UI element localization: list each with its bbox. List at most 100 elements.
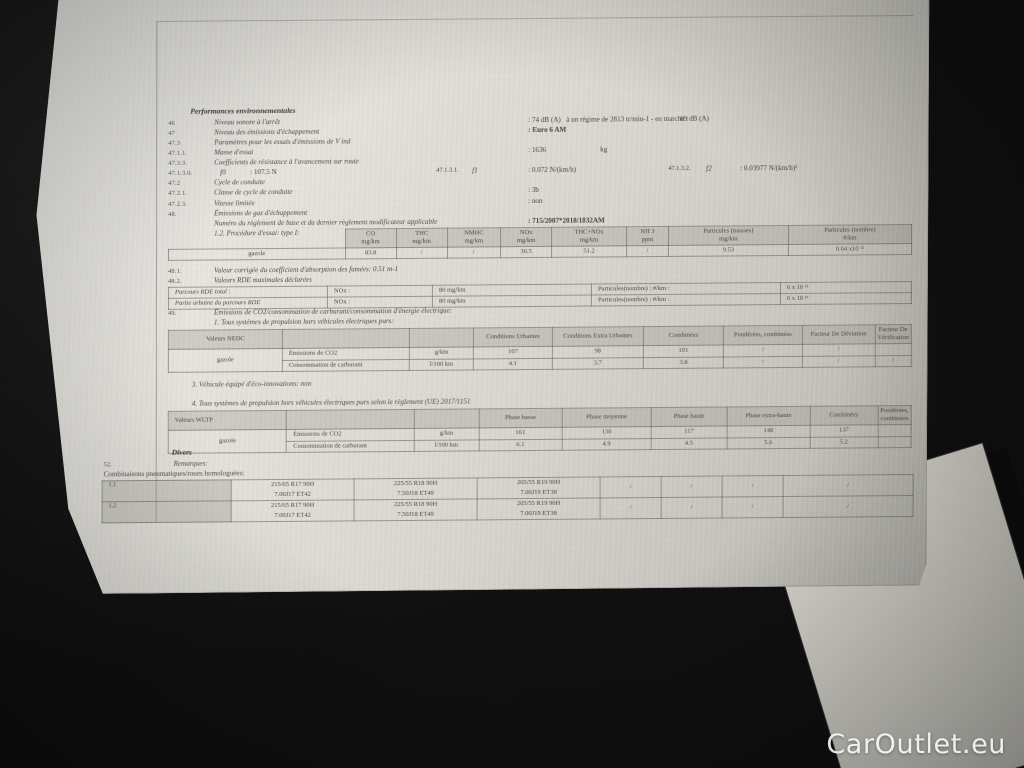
wltp-header-medium: Phase moyenne (561, 407, 652, 428)
item-number: 48. (168, 210, 177, 218)
item-unit: kg (600, 145, 608, 154)
tyre-combinations-table: 1.1 215/65 R17 90H 225/55 R18 90H 205/55… (102, 474, 914, 524)
item-number: 47 (168, 129, 176, 137)
nedc-fuel-urban: 4.1 (473, 357, 553, 370)
section-title: Performances environnementales (190, 105, 296, 116)
item-value: : 3b (528, 186, 539, 195)
item-number: 46 (168, 119, 176, 127)
col-header-thc: THC mg/km (396, 228, 448, 248)
f1-label: f1 (472, 166, 478, 175)
wltp-header-high: Phase haute (651, 407, 727, 427)
cell-nh3: / (626, 245, 669, 258)
nedc-header-blank1 (282, 328, 410, 349)
wltp-row-unit-co2: g/km (414, 428, 479, 440)
item-number: 47.3 (168, 139, 181, 147)
f2-number: 47.1.3.2. (668, 165, 691, 173)
nedc-header-deviation-factor: Facteur De Déviation (802, 324, 875, 345)
item-number: 47.2.3. (168, 200, 188, 208)
nedc-co2-deviation: / (802, 344, 875, 356)
item-number: 47.1.3.0. (168, 169, 193, 178)
item-number: 47.1.1. (168, 149, 188, 157)
nedc-fuel-deviation: / (802, 355, 875, 368)
divers-title: Divers (171, 447, 192, 457)
item-label: Valeurs RDE maximales déclarées (213, 275, 312, 285)
item-label: Masse d'essai (214, 148, 254, 157)
item-label: Niveau sonore à l'arrêt (214, 117, 280, 127)
nedc-row-label-fuel: Consommation de carburant (282, 359, 410, 372)
nedc-header-verification-factor: Facteur De Vérification (874, 324, 912, 345)
f0-value: : 107.5 N (250, 168, 277, 177)
nedc-co2-verification (874, 343, 912, 356)
item-label: Classe de cycle de conduite (214, 188, 293, 197)
item-label: 3. Véhicule équipé d'éco-innovations: no… (191, 379, 312, 389)
col-header-particules-nombre: Particules (nombre) #/km (788, 224, 912, 245)
nedc-fuel-extra-urban: 3.7 (552, 357, 644, 370)
item-label: Émissions de gaz d'échappement (214, 208, 308, 218)
item-value: : non (528, 196, 543, 205)
tyre-cell-6: / (722, 475, 784, 498)
tyre-cell-7: / (783, 474, 914, 497)
col-header-nmhc: NMHC mg/km (447, 227, 501, 248)
type1-emissions-table: CO mg/km THC mg/km NMHC mg/km NOx (168, 224, 912, 261)
item-value: : 74 dB (A) (528, 115, 561, 124)
cell-nox: 30.5 (500, 246, 552, 259)
nedc-header-weighted-combined: Pondérées, combinées (723, 325, 803, 346)
rim-cell-2: 7.50J18 ET49 (354, 509, 478, 522)
f2-value: : 0.03977 N/(km/h)² (740, 164, 798, 173)
nedc-co2-urban: 107 (473, 346, 553, 359)
cell-thc-nox: 51.2 (551, 246, 627, 258)
wltp-header-blank1 (286, 409, 415, 430)
f1-number: 47.1.3.1. (436, 166, 459, 175)
nedc-fuel-label: gazole (168, 348, 283, 373)
wltp-co2-low: 161 (478, 427, 562, 440)
cell-co: 83.8 (345, 247, 397, 260)
wltp-co2-extra-high: 148 (726, 425, 810, 438)
item-label: 4. Tous systèmes de propulsion hors véhi… (191, 397, 471, 408)
cell-thc: / (396, 247, 448, 259)
nedc-corner-label: Valeurs NEDC (168, 329, 283, 350)
wltp-header-low: Phase basse (478, 408, 562, 429)
f2-label: f2 (706, 164, 712, 173)
item-number: 49. (167, 309, 177, 317)
tyre-cell-5: / (661, 497, 723, 519)
nedc-co2-weighted: / (723, 344, 803, 357)
rde-total-nox-label: NOx : (327, 285, 433, 298)
item-label: Combinaisons pneumatiques/roues homologu… (103, 469, 245, 479)
wltp-corner-label: Valeurs WLTP (168, 410, 287, 431)
item-value: : 1636 (528, 145, 547, 155)
document-content: Performances environnementales 46 Niveau… (102, 5, 919, 531)
nedc-fuel-weighted: / (723, 355, 803, 368)
watermark: CarOutlet.eu (826, 729, 1006, 760)
col-header-nox: NOx mg/km (500, 227, 552, 248)
item-number: 48.1. (168, 267, 182, 275)
tyre-cell-6: / (722, 496, 784, 519)
nedc-co2-extra-urban: 98 (552, 346, 644, 358)
wltp-co2-medium: 130 (561, 426, 652, 439)
nedc-row-unit-fuel: l/100 km (409, 358, 474, 371)
item-label: Cycle de conduite (214, 178, 265, 187)
col-header-particules-masses: Particules (masses) mg/km (668, 225, 789, 246)
tyre-row-id: 1.2 (102, 501, 232, 524)
nedc-co2-combined: 101 (643, 345, 724, 358)
col-header-thc-nox: THC+NOx mg/km (551, 226, 627, 247)
nedc-header-urban: Conditions Urbaines (473, 327, 553, 348)
item-value-driveby: 69 dB (A) (680, 114, 710, 123)
item-value: : Euro 6 AM (528, 125, 567, 134)
nedc-fuel-combined: 3.8 (643, 356, 724, 369)
rim-cell-1: 7.00J17 ET42 (231, 510, 355, 523)
item-value: : 715/2007*2018/1832AM (528, 216, 605, 225)
cell-nmhc: / (447, 247, 501, 259)
col-header-co: CO mg/km (345, 228, 397, 249)
tyre-cell-7: / (783, 495, 914, 518)
nedc-row-unit-co2: g/km (409, 347, 474, 360)
rim-cell-3: 7.00J19 ET38 (477, 508, 601, 521)
tyre-cell-5: / (661, 475, 723, 498)
wltp-co2-combined: 137 (809, 425, 878, 437)
item-number: 48.2. (167, 277, 182, 285)
item-label: Valeur corrigée du coefficient d'absorpt… (214, 265, 399, 275)
item-label: f0 (220, 168, 226, 177)
item-number: 47.2.1. (168, 190, 188, 198)
wltp-co2-high: 117 (651, 426, 727, 439)
nedc-fuel-verification: / (874, 355, 912, 367)
